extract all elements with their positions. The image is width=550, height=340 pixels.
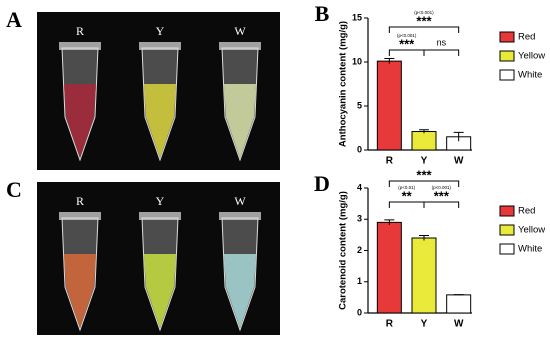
x-tick-label: W [454, 156, 464, 167]
bar [376, 221, 402, 314]
bar [411, 131, 437, 151]
cap [59, 42, 101, 50]
liquid [224, 84, 256, 158]
y-tick-label: 3 [357, 214, 362, 224]
y-tick-label: 5 [357, 100, 362, 110]
significance-bracket [423, 201, 460, 208]
legend-swatch [499, 205, 515, 217]
x-tick-label: Y [421, 319, 428, 330]
x-tick-label: R [386, 156, 394, 167]
tube-label: R [76, 194, 84, 208]
y-tick-label: 0 [357, 144, 362, 154]
liquid [224, 254, 256, 328]
p-value: (p<0.01) [398, 185, 415, 190]
error-bar [453, 131, 464, 142]
x-tick-label: W [454, 319, 464, 330]
legend-label: Yellow [518, 51, 545, 62]
x-tick-label: R [386, 319, 394, 330]
liquid [144, 84, 176, 158]
tube-label: W [234, 24, 246, 38]
bar [376, 60, 402, 151]
y-tick-label: 10 [352, 56, 362, 66]
significance-bracket [388, 26, 460, 33]
cap [139, 212, 181, 220]
liquid [144, 254, 176, 328]
legend-swatch [499, 31, 515, 43]
significance-label: *** [399, 36, 415, 51]
significance-bracket [423, 49, 460, 56]
legend-swatch [499, 224, 515, 236]
legend-label: Red [518, 32, 535, 43]
significance-label: *** [416, 167, 432, 182]
p-value: (p<0.001) [432, 185, 452, 190]
significance-label: *** [434, 188, 450, 203]
legend-swatch [499, 69, 515, 81]
liquid [64, 254, 96, 328]
y-axis-title: Anthocyanin content (mg/g) [338, 21, 349, 147]
tube-label: W [234, 194, 246, 208]
cap [219, 212, 261, 220]
y-axis-title: Carotenoid content (mg/g) [338, 191, 349, 310]
y-tick-label: 2 [357, 245, 362, 255]
tube-label: R [76, 24, 84, 38]
error-bar [384, 57, 395, 64]
panel-letter: A [6, 7, 22, 32]
panel-letter: B [315, 1, 330, 26]
bar [446, 294, 472, 314]
panel-letter: C [6, 177, 22, 202]
x-tick-label: Y [421, 156, 428, 167]
y-tick-label: 4 [357, 182, 362, 192]
p-value: (p<0.001) [397, 33, 417, 38]
significance-label: *** [416, 13, 432, 28]
tube-label: Y [156, 194, 165, 208]
legend-label: White [518, 70, 542, 81]
bar [411, 237, 437, 314]
cap [139, 42, 181, 50]
panel-letter: D [314, 171, 330, 196]
y-tick-label: 15 [352, 12, 362, 22]
legend-swatch [499, 243, 515, 255]
legend-label: White [518, 244, 542, 255]
y-tick-label: 1 [357, 276, 362, 286]
significance-label: ** [402, 188, 413, 203]
error-bar [384, 219, 395, 225]
legend-label: Red [518, 206, 535, 217]
p-value: (p<0.001) [414, 10, 434, 15]
legend-swatch [499, 50, 515, 62]
error-bar [419, 129, 429, 134]
significance-bracket [388, 180, 460, 187]
tube-label: Y [156, 24, 165, 38]
cap [219, 42, 261, 50]
error-bar [453, 294, 464, 296]
cap [59, 212, 101, 220]
liquid [64, 84, 96, 158]
y-tick-label: 0 [357, 307, 362, 317]
legend-label: Yellow [518, 225, 545, 236]
error-bar [419, 235, 429, 241]
significance-label: ns [437, 37, 447, 47]
